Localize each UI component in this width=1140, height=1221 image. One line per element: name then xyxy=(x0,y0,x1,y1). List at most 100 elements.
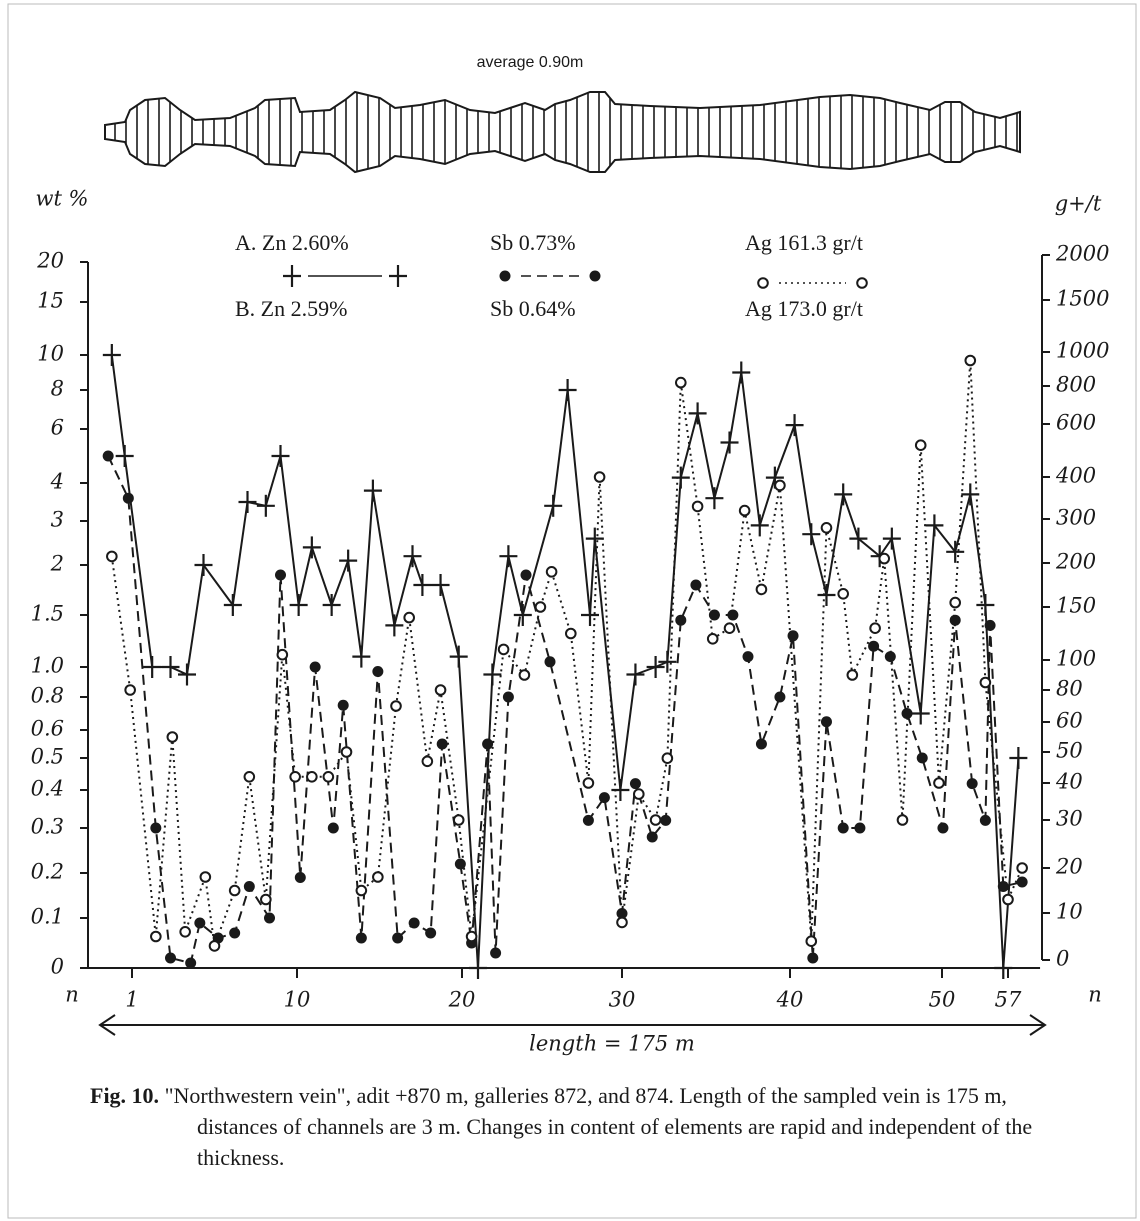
plus-marker xyxy=(802,523,821,546)
dot-marker xyxy=(436,738,448,750)
plus-marker xyxy=(194,554,213,576)
legend-marker xyxy=(283,265,301,287)
circle-marker xyxy=(306,771,318,783)
plus-marker xyxy=(115,445,134,467)
plus-marker xyxy=(585,527,604,550)
circle-marker xyxy=(649,814,662,826)
circle-marker xyxy=(106,550,118,563)
plus-marker xyxy=(352,645,371,668)
y2-axis-label: g+/t xyxy=(1055,192,1102,216)
plus-marker xyxy=(1009,747,1028,769)
circle-marker xyxy=(166,731,179,743)
plus-marker xyxy=(720,431,739,454)
legend-marker xyxy=(499,270,511,282)
plus-marker xyxy=(911,702,930,725)
dot-marker xyxy=(937,822,949,834)
circle-marker xyxy=(199,871,212,883)
plus-marker xyxy=(322,594,341,616)
plus-marker xyxy=(558,379,577,401)
y2-tick-label: 0 xyxy=(1056,947,1069,971)
y-tick-label: 4 xyxy=(50,470,64,494)
x-symbol: n xyxy=(1088,983,1102,1007)
dot-marker xyxy=(102,450,114,462)
plus-marker xyxy=(223,594,242,616)
series-line xyxy=(110,360,1024,947)
circle-marker xyxy=(150,930,162,943)
plus-marker xyxy=(688,402,707,425)
y-tick-label: 15 xyxy=(37,289,64,313)
thickness-profile xyxy=(104,90,1021,174)
dot-marker xyxy=(165,952,176,964)
x-axis-label: length = 175 m xyxy=(529,1032,695,1056)
plus-marker xyxy=(385,614,404,637)
dot-marker xyxy=(408,917,420,929)
dot-marker xyxy=(1016,876,1028,888)
chart-title: average 0.90m xyxy=(477,54,584,71)
plus-marker xyxy=(143,656,162,678)
dot-marker xyxy=(372,666,384,677)
dot-marker xyxy=(275,569,286,581)
plus-marker xyxy=(946,540,965,563)
dot-marker xyxy=(327,822,339,834)
circle-marker xyxy=(949,596,962,609)
dot-marker xyxy=(243,881,255,892)
dot-marker xyxy=(984,619,996,631)
circle-marker xyxy=(805,935,818,948)
dot-marker xyxy=(755,738,767,750)
circle-marker xyxy=(124,684,136,696)
y-tick-label: 8 xyxy=(51,377,64,401)
y-tick-label: 2 xyxy=(50,552,64,576)
plus-marker xyxy=(817,584,836,606)
plus-marker xyxy=(834,483,853,506)
y-tick-label: 0.2 xyxy=(31,860,64,884)
dot-marker xyxy=(916,752,928,764)
legend-label: Ag 161.3 gr/t xyxy=(745,230,863,255)
circle-marker xyxy=(545,566,558,578)
plus-marker xyxy=(256,494,275,517)
dot-marker xyxy=(646,831,658,843)
y-tick-label: 0.3 xyxy=(31,815,64,839)
y2-tick-label: 100 xyxy=(1056,647,1096,671)
x-symbol: n xyxy=(65,983,79,1007)
x-tick-label: 30 xyxy=(609,988,636,1012)
arrow-head xyxy=(98,1014,116,1036)
circle-marker xyxy=(661,752,674,765)
y2-tick-label: 40 xyxy=(1055,770,1083,794)
plus-marker xyxy=(750,514,769,537)
plus-marker xyxy=(499,545,518,568)
dot-marker xyxy=(742,651,754,663)
legend-marker xyxy=(856,277,868,289)
plus-marker xyxy=(646,656,665,678)
y-tick-label: 1.5 xyxy=(31,602,64,626)
figure-caption: Fig. 10. "Northwestern vein", adit +870 … xyxy=(90,1080,1040,1173)
circle-marker xyxy=(452,814,465,826)
arrow-head xyxy=(1029,1014,1047,1036)
dot-marker xyxy=(675,614,687,626)
plus-marker xyxy=(671,466,690,489)
dot-marker xyxy=(520,569,532,581)
y-tick-label: 3 xyxy=(51,508,64,532)
legend-label: Ag 173.0 gr/t xyxy=(745,296,863,321)
circle-marker xyxy=(774,479,786,492)
dot-marker xyxy=(294,872,306,883)
circle-marker xyxy=(723,622,736,635)
circle-marker xyxy=(616,916,628,929)
circle-marker xyxy=(421,755,434,768)
legend-label: Sb 0.64% xyxy=(490,296,576,321)
caption-label: Fig. 10. xyxy=(90,1083,160,1108)
series-line xyxy=(110,354,1020,969)
circle-marker xyxy=(933,777,945,789)
y-tick-label: 0 xyxy=(51,955,64,979)
dot-marker xyxy=(194,917,206,929)
circle-marker xyxy=(497,643,510,656)
circle-marker xyxy=(355,884,368,897)
plus-marker xyxy=(544,494,563,517)
plus-marker xyxy=(289,594,308,616)
dot-marker xyxy=(264,912,275,924)
y2-tick-label: 30 xyxy=(1056,807,1083,831)
y-tick-label: 6 xyxy=(51,416,64,440)
circle-marker xyxy=(322,771,335,783)
circle-marker xyxy=(964,354,977,367)
plus-marker xyxy=(102,344,121,366)
